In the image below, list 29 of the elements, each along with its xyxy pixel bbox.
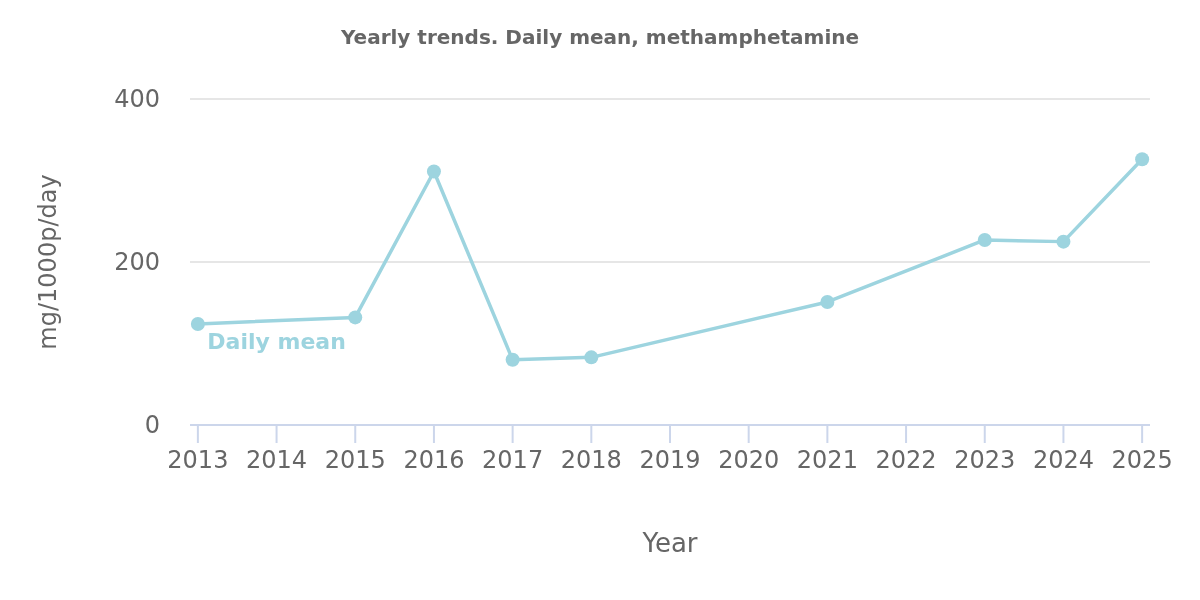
y-tick-label: 200 — [114, 248, 160, 276]
point — [1056, 234, 1071, 249]
y-tick-label: 400 — [114, 85, 160, 113]
x-tick-label: 2019 — [639, 446, 701, 474]
point — [348, 310, 363, 325]
x-tick-label: 2016 — [403, 446, 465, 474]
series-label: Daily mean — [207, 328, 346, 354]
x-tick-label: 2020 — [718, 446, 780, 474]
point — [505, 352, 520, 367]
point — [190, 316, 205, 331]
x-tick-label: 2015 — [324, 446, 386, 474]
point — [426, 164, 441, 179]
chart-title: Yearly trends. Daily mean, methamphetamine — [339, 25, 860, 49]
x-tick-label: 2022 — [875, 446, 937, 474]
x-tick-label: 2024 — [1032, 446, 1094, 474]
x-tick-label: 2025 — [1111, 446, 1173, 474]
x-tick-label: 2013 — [167, 446, 229, 474]
x-tick-label: 2017 — [482, 446, 544, 474]
point — [584, 350, 599, 365]
x-axis-title: Year — [641, 528, 698, 558]
x-tick-label: 2014 — [246, 446, 308, 474]
y-tick-label: 0 — [144, 411, 160, 439]
x-tick-label: 2018 — [560, 446, 622, 474]
point — [820, 294, 835, 309]
point — [977, 233, 992, 247]
point — [1135, 152, 1150, 167]
x-tick-label: 2021 — [796, 446, 858, 474]
x-tick-label: 2023 — [954, 446, 1016, 474]
y-axis-title: mg/1000p/day — [34, 174, 62, 350]
